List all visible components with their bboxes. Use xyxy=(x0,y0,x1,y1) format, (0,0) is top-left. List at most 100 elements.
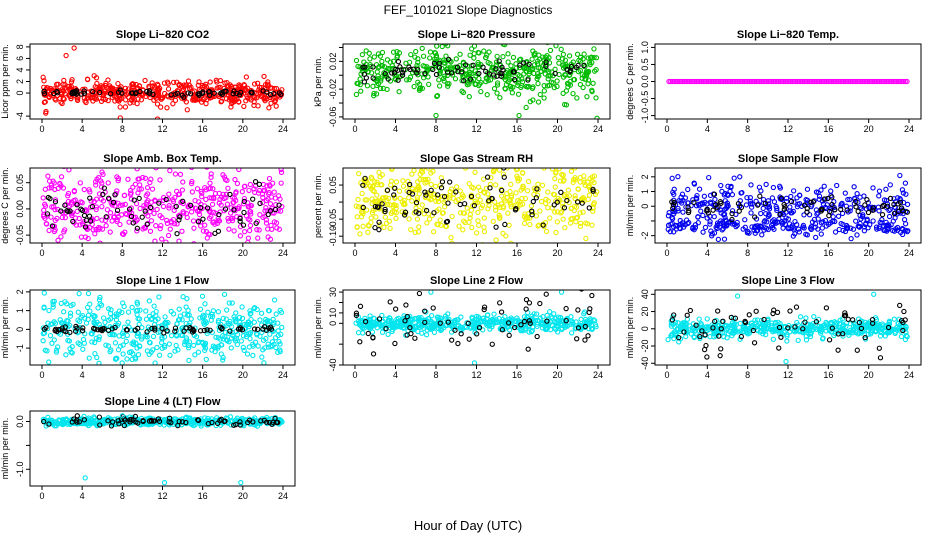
data-point xyxy=(870,218,876,224)
data-point xyxy=(97,301,103,307)
x-tick-label: 24 xyxy=(904,124,914,134)
y-tick-label: -0.02 xyxy=(328,79,338,100)
x-tick-label: 0 xyxy=(39,370,44,380)
data-point xyxy=(486,49,492,55)
data-point-reference xyxy=(107,91,114,97)
data-point xyxy=(818,78,825,85)
data-point-reference xyxy=(501,168,507,171)
data-point-reference xyxy=(870,207,876,213)
data-point xyxy=(454,184,460,190)
data-point xyxy=(725,192,731,199)
data-point xyxy=(899,231,906,238)
data-point xyxy=(225,185,231,191)
data-point-reference xyxy=(131,197,137,203)
data-point-reference xyxy=(481,304,488,310)
data-point xyxy=(539,182,546,188)
data-point-reference xyxy=(105,195,112,201)
data-point xyxy=(393,215,399,221)
data-point xyxy=(460,210,467,216)
data-point xyxy=(492,204,499,210)
data-point xyxy=(424,179,430,185)
data-point xyxy=(407,313,413,320)
data-point xyxy=(227,321,233,327)
data-point xyxy=(502,198,508,204)
data-point xyxy=(109,331,115,338)
y-tick-label: -20 xyxy=(640,340,650,353)
data-point xyxy=(195,82,201,88)
data-point-reference xyxy=(414,70,420,76)
data-point-reference xyxy=(218,90,224,96)
data-point-reference xyxy=(778,195,785,201)
data-point xyxy=(69,344,75,350)
data-point xyxy=(412,229,418,236)
data-point-reference xyxy=(526,318,533,324)
data-point xyxy=(787,225,793,232)
data-point xyxy=(782,78,789,85)
data-point-reference xyxy=(579,290,584,292)
data-point-reference xyxy=(422,70,428,77)
data-point xyxy=(562,57,569,63)
data-point xyxy=(147,340,153,346)
data-point-reference xyxy=(544,318,550,324)
data-point-reference xyxy=(715,308,721,314)
data-point xyxy=(742,217,748,223)
data-point xyxy=(494,82,501,88)
data-point xyxy=(750,325,757,331)
data-point xyxy=(41,207,47,213)
data-point-reference xyxy=(406,181,413,188)
data-point xyxy=(727,78,734,85)
data-point xyxy=(712,325,718,332)
data-point xyxy=(523,104,529,111)
data-point xyxy=(105,343,112,349)
data-point xyxy=(542,54,548,60)
data-point xyxy=(251,102,257,109)
data-point xyxy=(239,189,245,195)
data-point xyxy=(100,171,106,178)
y-tick-label: -0.5 xyxy=(640,91,650,107)
data-point xyxy=(514,173,520,179)
data-point xyxy=(151,210,157,216)
data-point-reference xyxy=(415,67,421,73)
data-point-reference xyxy=(185,90,191,96)
data-point xyxy=(524,188,531,194)
data-point xyxy=(355,330,362,336)
data-point xyxy=(173,342,179,349)
data-point xyxy=(112,98,118,104)
data-point-reference xyxy=(370,64,376,70)
data-point-reference xyxy=(400,69,406,76)
data-point-reference xyxy=(146,90,152,96)
data-point xyxy=(129,97,135,103)
data-point xyxy=(239,304,245,310)
data-point xyxy=(208,171,214,177)
data-point xyxy=(247,209,253,215)
data-point-reference xyxy=(669,317,676,323)
data-point-reference xyxy=(693,322,699,328)
data-point-reference xyxy=(271,90,277,97)
panel-title: Slope Li−820 CO2 xyxy=(116,29,209,41)
data-point xyxy=(191,342,197,349)
data-point xyxy=(733,78,739,85)
data-point xyxy=(108,84,114,91)
data-point xyxy=(530,65,536,72)
data-point-reference xyxy=(130,220,136,226)
data-point xyxy=(770,78,777,85)
data-point xyxy=(373,214,379,220)
data-point xyxy=(483,78,489,85)
data-point-reference xyxy=(187,91,194,97)
data-point xyxy=(139,324,145,331)
data-point xyxy=(257,212,263,218)
x-tick-label: 12 xyxy=(471,370,481,380)
data-point xyxy=(539,54,546,60)
data-point-reference xyxy=(375,204,381,210)
data-point xyxy=(276,226,283,232)
data-point xyxy=(70,301,76,308)
data-point-reference xyxy=(97,89,103,96)
data-point xyxy=(526,329,532,335)
data-point xyxy=(541,168,547,171)
data-point xyxy=(691,180,697,186)
data-point xyxy=(865,225,871,231)
data-point-reference xyxy=(523,296,530,303)
data-point xyxy=(149,205,155,212)
data-point-outlier xyxy=(783,358,789,365)
data-point-reference xyxy=(395,59,402,65)
